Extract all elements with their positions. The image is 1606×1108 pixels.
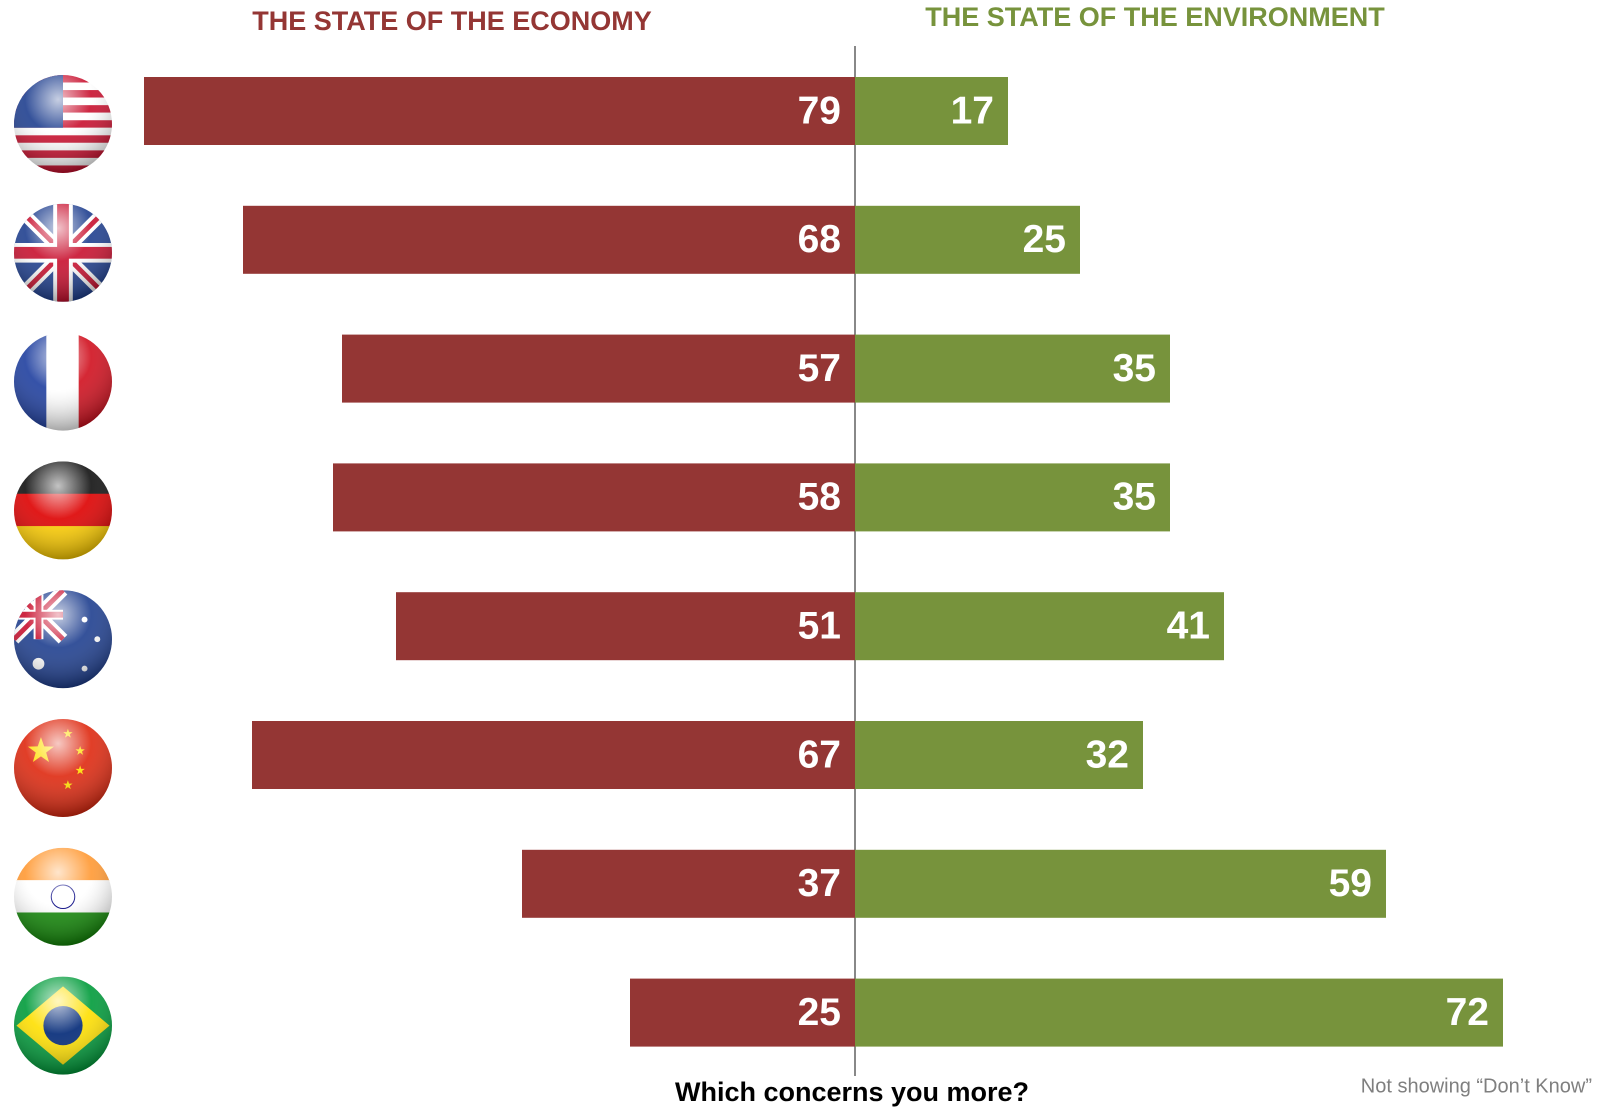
bar [855,592,1224,661]
flag [14,976,112,1075]
flag-gloss [14,719,112,817]
flag [14,719,112,817]
series-header: THE STATE OF THE ENVIRONMENT [925,2,1385,32]
flag [14,461,112,560]
bar [855,849,1386,918]
value-label: 58 [798,476,841,519]
bar [855,721,1143,789]
flag-gloss [14,461,112,560]
bar [396,592,855,661]
flag [14,847,112,946]
value-label: 67 [798,733,841,776]
value-label: 35 [1113,476,1156,519]
bar [855,205,1080,274]
flag-gloss [14,976,112,1075]
value-label: 25 [798,991,841,1034]
value-label: 68 [798,218,841,261]
value-label: 17 [951,89,994,132]
bar [630,978,855,1047]
value-label: 51 [798,604,841,647]
bar [855,334,1170,403]
bar [243,205,855,274]
flag-gloss [14,332,112,431]
bar [144,77,855,145]
value-label: 79 [798,89,841,132]
value-label: 59 [1329,862,1372,905]
value-label: 72 [1446,991,1489,1034]
value-label: 35 [1113,347,1156,390]
value-label: 37 [798,862,841,905]
series-header: THE STATE OF THE ECONOMY [252,6,652,36]
value-label: 41 [1167,604,1210,647]
value-label: 32 [1086,733,1129,776]
bar [333,463,855,532]
value-label: 25 [1023,218,1066,261]
note: Not showing “Don’t Know” [1361,1075,1592,1097]
flag [14,332,112,431]
x-axis-label: Which concerns you more? [675,1077,1029,1107]
flag-gloss [14,75,112,173]
bar [855,77,1008,145]
flag [14,75,112,173]
flag [14,203,112,302]
flag [14,590,112,689]
bar [342,334,855,403]
flag-gloss [14,847,112,946]
bar [252,721,855,789]
bar [855,463,1170,532]
bar [522,849,855,918]
flag-gloss [14,590,112,689]
bar [855,978,1503,1047]
flag-gloss [14,203,112,302]
value-label: 57 [798,347,841,390]
